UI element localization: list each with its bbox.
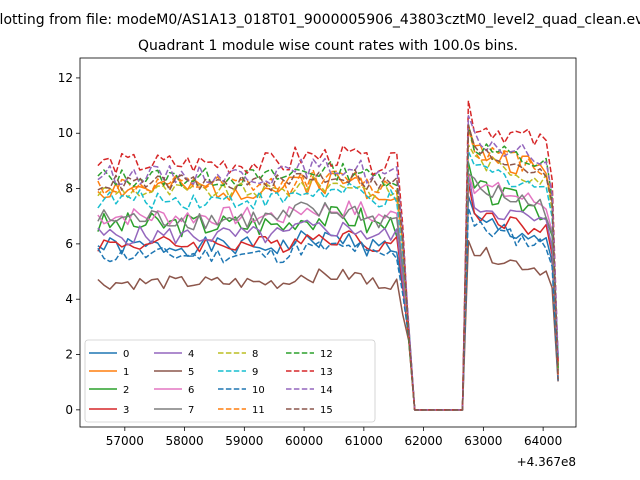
series-line-5: [97, 239, 559, 411]
series-layer: [97, 99, 559, 411]
y-tick-label: 4: [65, 292, 73, 306]
x-tick-label: 64000: [524, 434, 562, 448]
legend-label-5: 5: [188, 367, 194, 378]
legend-label-9: 9: [252, 367, 258, 378]
y-tick-label: 6: [65, 237, 73, 251]
legend-label-7: 7: [188, 405, 194, 416]
x-offset-label: +4.367e8: [517, 455, 576, 469]
series-line-11: [97, 128, 559, 411]
legend-box: [84, 339, 376, 423]
legend-label-8: 8: [252, 349, 258, 360]
series-line-13: [97, 99, 559, 411]
y-tick-label: 0: [65, 403, 73, 417]
y-axis: 0 2 4 6 8 10 12: [58, 71, 80, 417]
x-tick-label: 62000: [405, 434, 443, 448]
y-tick-label: 12: [58, 71, 73, 85]
axes-frame: [79, 57, 577, 428]
legend-label-1: 1: [123, 367, 129, 378]
legend-label-13: 13: [320, 367, 333, 378]
legend-label-11: 11: [252, 405, 265, 416]
x-axis: 57000 58000 59000 60000 61000 62000 63000 64000: [106, 427, 562, 448]
series-line-10: [97, 207, 559, 411]
y-tick-label: 10: [58, 126, 73, 140]
x-tick-label: 57000: [106, 434, 144, 448]
legend-label-12: 12: [320, 349, 333, 360]
legend-label-14: 14: [320, 385, 333, 396]
x-tick-label: 60000: [285, 434, 323, 448]
legend-label-3: 3: [123, 405, 129, 416]
legend-label-2: 2: [123, 385, 129, 396]
x-tick-label: 63000: [464, 434, 502, 448]
legend-label-10: 10: [252, 385, 265, 396]
x-tick-label: 59000: [225, 434, 263, 448]
x-tick-label: 61000: [345, 434, 383, 448]
chart-title: Quadrant 1 module wise count rates with …: [138, 38, 518, 54]
series-line-7: [97, 173, 559, 411]
x-tick-label: 58000: [165, 434, 203, 448]
series-line-15: [97, 124, 559, 411]
series-line-9: [97, 150, 559, 411]
legend-label-4: 4: [188, 349, 194, 360]
series-line-3: [97, 182, 559, 411]
legend-label-6: 6: [188, 385, 194, 396]
legend-label-0: 0: [123, 349, 129, 360]
y-tick-label: 8: [65, 182, 73, 196]
y-tick-label: 2: [65, 348, 73, 362]
series-line-8: [97, 143, 559, 411]
figure-suptitle: Plotting from file: modeM0/AS1A13_018T01…: [0, 12, 640, 28]
series-line-2: [97, 161, 559, 411]
legend-label-15: 15: [320, 405, 333, 416]
series-line-4: [97, 172, 559, 411]
